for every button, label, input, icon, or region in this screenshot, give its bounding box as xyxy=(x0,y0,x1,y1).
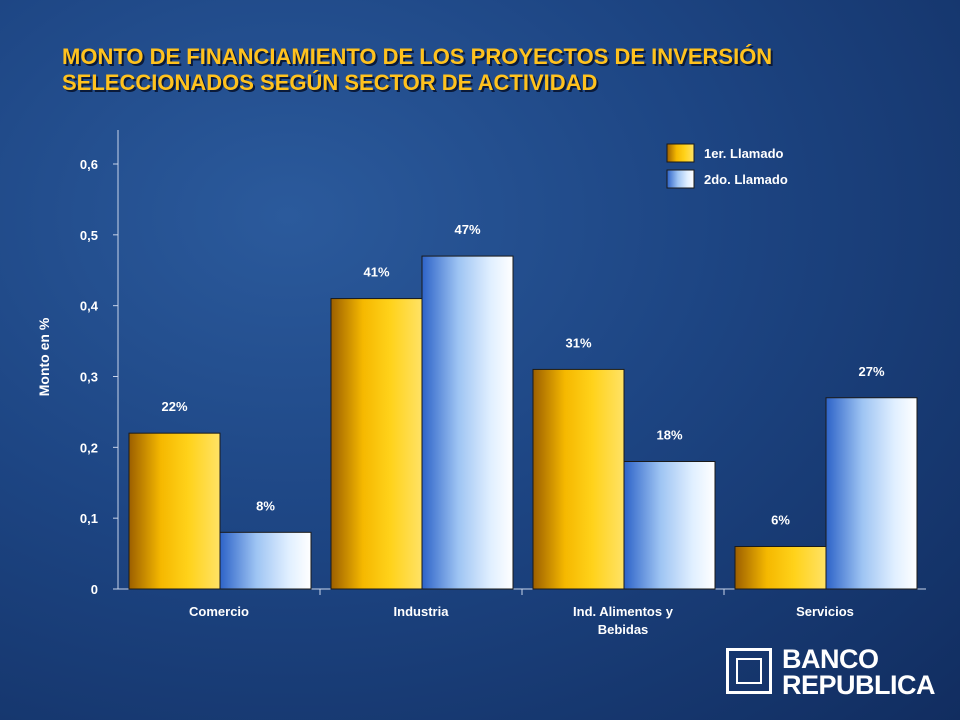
bank-building-icon xyxy=(726,648,772,694)
logo-text: BANCO REPUBLICA xyxy=(782,644,936,700)
data-label: 6% xyxy=(771,513,790,528)
bar-segundo-llamado xyxy=(825,397,918,590)
legend-label: 1er. Llamado xyxy=(704,146,784,161)
chart-title: MONTO DE FINANCIAMIENTO DE LOS PROYECTOS… xyxy=(62,44,922,96)
y-tick-label: 0,2 xyxy=(80,440,98,455)
logo-line-1: BANCO xyxy=(782,644,879,674)
y-tick-label: 0,6 xyxy=(80,157,98,172)
legend-swatch xyxy=(666,143,695,163)
data-label: 8% xyxy=(256,498,275,513)
y-tick-label: 0,1 xyxy=(80,511,98,526)
bar-primer-llamado xyxy=(330,298,423,590)
logo-line-2: REPUBLICA xyxy=(782,670,936,700)
y-tick-label: 0 xyxy=(91,582,98,597)
bar-primer-llamado xyxy=(128,432,221,590)
y-axis-label: Monto en % xyxy=(36,317,52,396)
bar-primer-llamado xyxy=(734,546,827,590)
data-label: 41% xyxy=(363,265,389,280)
chart-title-line-2: SELECCIONADOS SEGÚN SECTOR DE ACTIVIDAD xyxy=(62,70,598,95)
x-category-label: Comercio xyxy=(189,604,249,619)
x-category-label: Industria xyxy=(394,604,450,619)
y-tick-label: 0,5 xyxy=(80,228,98,243)
bar-segundo-llamado xyxy=(623,461,716,590)
x-category-label: Servicios xyxy=(796,604,854,619)
y-tick-label: 0,4 xyxy=(80,299,99,314)
bar-segundo-llamado xyxy=(219,531,312,590)
banco-republica-logo: BANCO REPUBLICA xyxy=(726,644,936,700)
bar-primer-llamado xyxy=(532,368,625,590)
legend-swatch xyxy=(666,169,695,189)
data-label: 27% xyxy=(858,364,884,379)
legend-label: 2do. Llamado xyxy=(704,172,788,187)
chart-title-line-1: MONTO DE FINANCIAMIENTO DE LOS PROYECTOS… xyxy=(62,44,773,69)
x-category-label: Ind. Alimentos y xyxy=(573,604,674,619)
data-label: 31% xyxy=(565,335,591,350)
data-label: 47% xyxy=(454,222,480,237)
data-label: 22% xyxy=(161,399,187,414)
data-label: 18% xyxy=(656,428,682,443)
bar-segundo-llamado xyxy=(421,255,514,590)
y-tick-label: 0,3 xyxy=(80,370,98,385)
x-category-label: Bebidas xyxy=(598,622,649,637)
